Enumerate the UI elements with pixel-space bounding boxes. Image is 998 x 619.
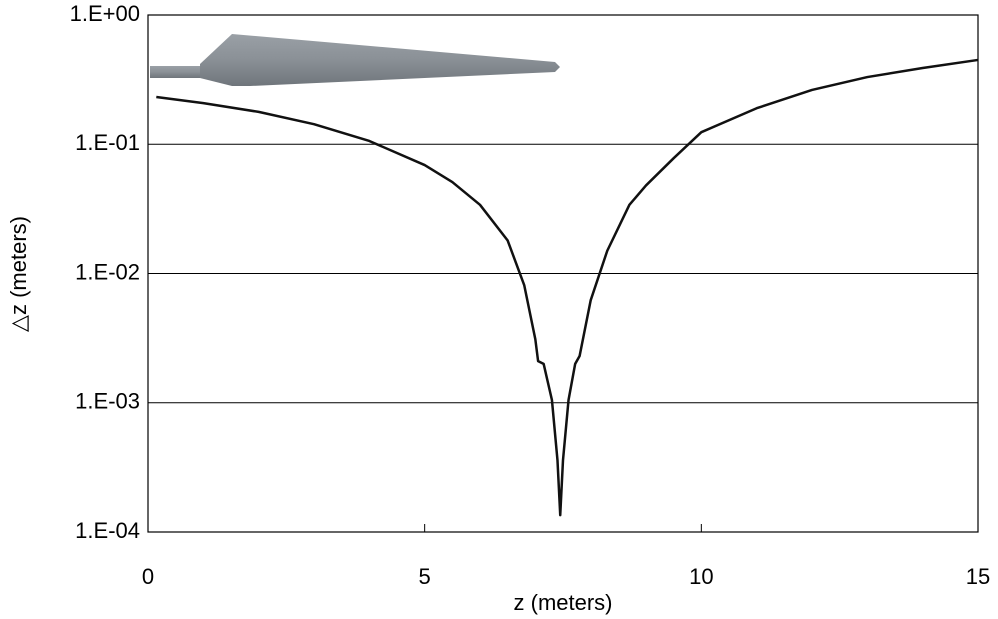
data-line	[156, 58, 979, 517]
x-tick-label: 15	[966, 564, 990, 589]
blade-illustration	[150, 34, 560, 86]
y-tick-label: 1.E-03	[75, 389, 140, 414]
y-tick-label: 1.E-04	[75, 518, 140, 543]
y-tick-label: 1.E-02	[75, 259, 140, 284]
x-tick-label: 10	[689, 564, 713, 589]
y-tick-label: 1.E-01	[75, 130, 140, 155]
y-axis-label: △z (meters)	[6, 216, 31, 332]
x-tick-label: 0	[142, 564, 154, 589]
y-tick-label: 1.E+00	[70, 1, 140, 26]
x-axis-label: z (meters)	[514, 590, 613, 615]
x-tick-label: 5	[419, 564, 431, 589]
